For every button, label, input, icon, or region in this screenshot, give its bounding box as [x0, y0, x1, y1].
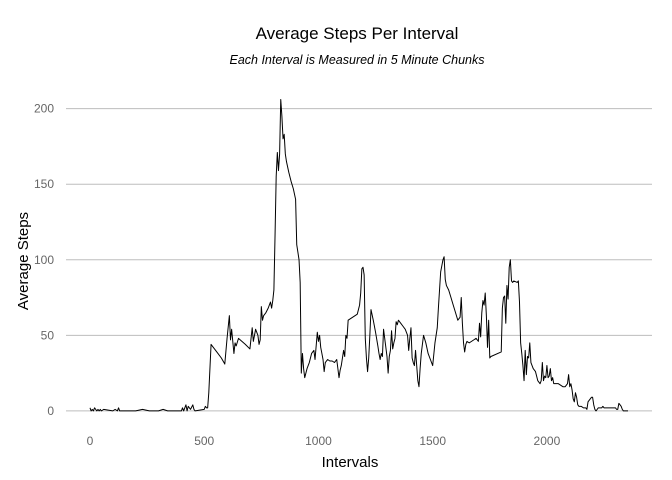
- y-tick-label: 100: [34, 253, 54, 267]
- x-tick-label: 2000: [534, 434, 561, 448]
- x-tick-label: 500: [194, 434, 214, 448]
- y-tick-label: 50: [41, 328, 55, 342]
- chart-subtitle: Each Interval is Measured in 5 Minute Ch…: [230, 53, 485, 67]
- x-axis-label: Intervals: [322, 454, 379, 471]
- y-axis-ticks: 0 50 100 150 200: [34, 102, 54, 418]
- y-axis-label: Average Steps: [15, 212, 32, 310]
- x-tick-label: 1000: [305, 434, 332, 448]
- x-tick-label: 1500: [419, 434, 446, 448]
- y-tick-label: 0: [47, 404, 54, 418]
- y-tick-label: 200: [34, 102, 54, 116]
- chart-title: Average Steps Per Interval: [256, 24, 459, 43]
- series-line-1: [89, 99, 629, 412]
- y-tick-label: 150: [34, 177, 54, 191]
- series-group: [89, 99, 629, 412]
- x-axis-ticks: 0 500 1000 1500 2000: [87, 434, 561, 448]
- x-tick-label: 0: [87, 434, 94, 448]
- gridlines: [66, 108, 652, 412]
